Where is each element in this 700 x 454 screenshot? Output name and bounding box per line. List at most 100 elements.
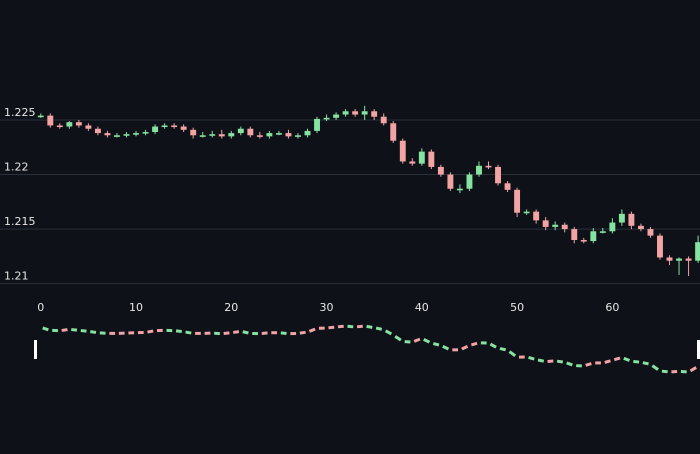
navigator-segment	[71, 330, 77, 331]
candle-body	[390, 123, 396, 140]
candle-body	[686, 259, 692, 261]
candle-body	[571, 229, 577, 240]
candle-body	[219, 134, 225, 136]
candle-body	[619, 214, 625, 223]
candle-body	[38, 116, 44, 118]
candle-body	[428, 152, 434, 167]
candle-body	[638, 226, 644, 229]
candle-body	[305, 131, 311, 135]
candle-body	[209, 134, 215, 136]
candle-body	[324, 118, 330, 120]
navigator-segment	[376, 328, 382, 329]
x-tick-label: 30	[320, 301, 334, 314]
candle-body	[552, 225, 558, 227]
navigator-segment	[538, 360, 544, 361]
candle-body	[286, 133, 292, 136]
x-tick-label: 0	[37, 301, 44, 314]
candle-body	[467, 175, 473, 189]
x-tick-label: 50	[510, 301, 524, 314]
candle-body	[257, 135, 263, 137]
candle-body	[419, 152, 425, 164]
navigator-segment	[471, 343, 477, 345]
y-tick-label: 1.22	[4, 161, 29, 174]
candle	[657, 233, 663, 259]
navigator-segment	[557, 361, 563, 362]
x-tick-label: 60	[605, 301, 619, 314]
candle	[467, 172, 473, 191]
navigator-segment	[224, 333, 230, 334]
navigator-segment	[662, 371, 668, 372]
navigator-segment	[186, 332, 192, 333]
navigator-segment	[90, 332, 96, 333]
candle-body	[695, 242, 700, 261]
navigator-segment	[147, 331, 153, 332]
candle-body	[228, 133, 234, 136]
navigator-segment	[605, 361, 611, 363]
candle-body	[124, 134, 130, 136]
navigator-segment	[500, 349, 506, 350]
candle	[514, 188, 520, 217]
candle-body	[47, 116, 53, 126]
navigator-left-handle[interactable]	[34, 340, 37, 359]
navigator-segment	[281, 333, 287, 334]
candle-body	[247, 129, 253, 136]
navigator-segment	[614, 358, 620, 360]
candle-body	[657, 236, 663, 258]
candle-body	[371, 111, 377, 116]
candle-body	[447, 175, 453, 189]
navigator-segment	[367, 326, 373, 327]
candle-body	[505, 183, 511, 190]
candle-body	[457, 189, 463, 191]
candle	[390, 121, 396, 143]
candle-body	[200, 135, 206, 137]
navigator-segment	[624, 358, 630, 360]
candle-body	[543, 220, 549, 227]
navigator-segment	[43, 328, 49, 330]
candle-body	[314, 119, 320, 131]
candle-body	[190, 130, 196, 135]
navigator-segment	[309, 329, 315, 331]
candle-body	[162, 125, 168, 127]
candle-body	[76, 122, 82, 125]
x-tick-label: 20	[224, 301, 238, 314]
candle-body	[438, 167, 444, 175]
candle-body	[590, 231, 596, 241]
candle-body	[409, 161, 415, 163]
navigator-segment	[643, 363, 649, 364]
candle-body	[143, 132, 149, 134]
candle-body	[495, 167, 501, 183]
navigator-segment	[328, 327, 334, 328]
navigator-segment	[433, 344, 439, 345]
candle-body	[133, 133, 139, 135]
navigator-segment	[567, 363, 573, 365]
candle-body	[352, 111, 358, 114]
navigator-segment	[62, 330, 68, 331]
candle-body	[333, 115, 339, 118]
navigator-segment	[586, 364, 592, 366]
navigator-segment	[633, 361, 639, 362]
y-tick-label: 1.21	[4, 270, 29, 283]
candle-body	[476, 166, 482, 175]
navigator-segment	[233, 332, 239, 333]
candle-body	[609, 223, 615, 232]
candle-body	[152, 127, 158, 132]
candle-body	[181, 127, 187, 130]
candle-body	[581, 240, 587, 242]
candle-body	[400, 141, 406, 162]
candle	[400, 139, 406, 164]
candle-body	[562, 225, 568, 229]
navigator-segment	[348, 326, 354, 327]
candle-body	[295, 135, 301, 137]
candle-body	[85, 125, 91, 128]
candle-body	[486, 166, 492, 168]
candle-body	[57, 125, 63, 127]
navigator-segment	[338, 326, 344, 327]
navigator-segment	[243, 332, 249, 333]
candle-body	[266, 133, 272, 136]
candle-body	[524, 212, 530, 214]
y-tick-label: 1.215	[4, 215, 36, 228]
candle	[447, 172, 453, 191]
